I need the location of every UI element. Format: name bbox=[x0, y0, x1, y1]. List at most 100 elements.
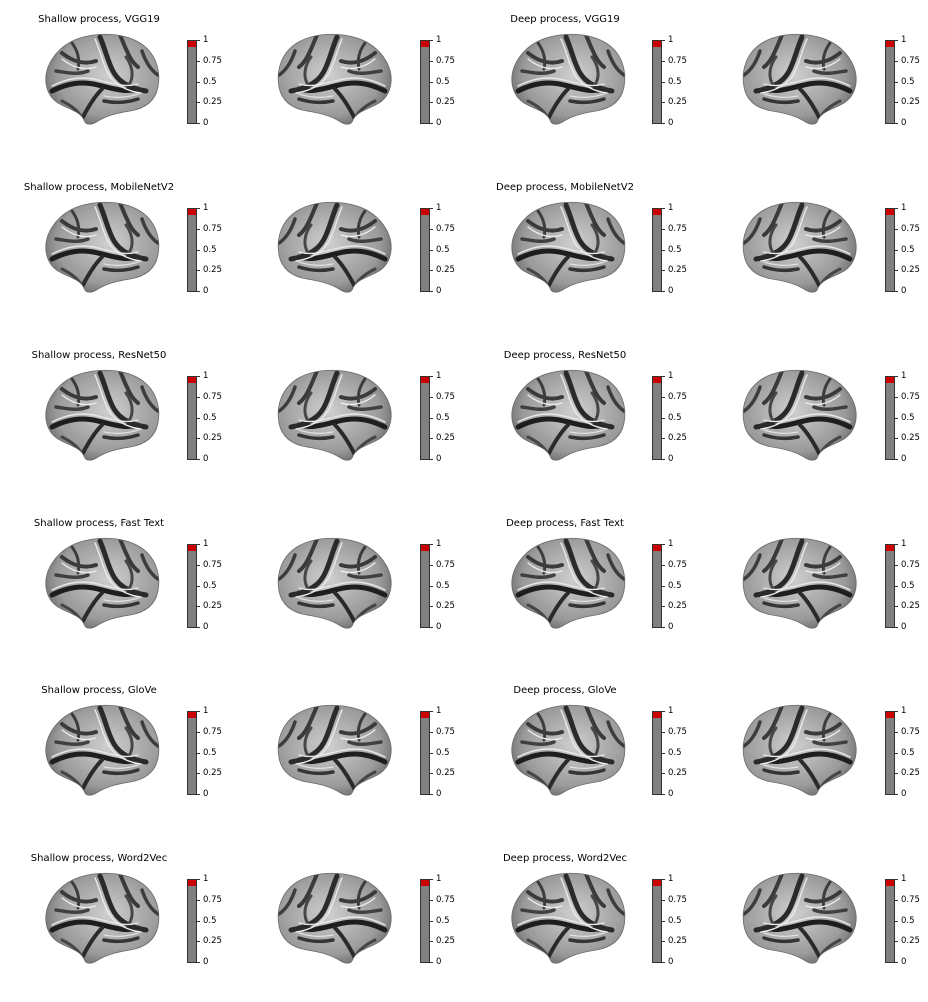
colorbar bbox=[652, 208, 662, 292]
colorbar-tick-label: 0.75 bbox=[668, 55, 687, 66]
colorbar-tick-mark bbox=[197, 60, 200, 62]
colorbar-tick-label: 0 bbox=[436, 622, 442, 632]
colorbar-tick-mark bbox=[197, 627, 200, 628]
colorbar-tick-label: 0.5 bbox=[901, 915, 915, 926]
colorbar-tick-mark bbox=[430, 40, 433, 41]
colorbar-tick-mark bbox=[662, 606, 665, 608]
colorbar-tick-label: 1 bbox=[436, 539, 442, 549]
colorbar-tick-label: 1 bbox=[436, 371, 442, 381]
colorbar-tick-mark bbox=[430, 102, 433, 104]
colorbar-tick-mark bbox=[430, 711, 433, 712]
colorbar-tick-mark bbox=[430, 962, 433, 963]
colorbar-tick-label: 0.75 bbox=[901, 726, 920, 737]
colorbar-tick-label: 1 bbox=[901, 371, 907, 381]
colorbar-tick-label: 0 bbox=[436, 789, 442, 799]
right-hemisphere-surface bbox=[277, 201, 392, 293]
colorbar-threshold-segment bbox=[653, 209, 661, 215]
colorbar-tick-label: 0.75 bbox=[436, 391, 455, 402]
colorbar-tick-mark bbox=[430, 585, 433, 587]
colorbar-tick-mark bbox=[430, 396, 433, 398]
colorbar-tick-mark bbox=[430, 773, 433, 775]
colorbar-tick-mark bbox=[430, 417, 433, 419]
colorbar-tick-mark bbox=[197, 606, 200, 608]
colorbar-tick-label: 0.75 bbox=[668, 726, 687, 737]
colorbar-tick-label: 1 bbox=[203, 35, 209, 45]
colorbar-tick-label: 0 bbox=[436, 454, 442, 464]
colorbar-tick-label: 0.75 bbox=[901, 223, 920, 234]
colorbar-tick-label: 0 bbox=[203, 789, 209, 799]
colorbar-threshold-segment bbox=[188, 545, 196, 551]
colorbar-tick-label: 0.5 bbox=[668, 747, 682, 758]
colorbar-tick-label: 0.5 bbox=[203, 244, 217, 255]
colorbar-tick-mark bbox=[895, 459, 898, 460]
left-hemisphere-surface bbox=[45, 33, 160, 125]
colorbar bbox=[885, 544, 895, 628]
deep-panel-title: Deep process, ResNet50 bbox=[503, 350, 627, 361]
colorbar-tick-mark bbox=[430, 920, 433, 922]
colorbar-tick-mark bbox=[430, 941, 433, 943]
colorbar-tick-mark bbox=[662, 438, 665, 440]
deep-panel-title: Deep process, GloVe bbox=[513, 685, 617, 696]
colorbar-tick-label: 0 bbox=[901, 957, 907, 967]
colorbar-tick-mark bbox=[662, 773, 665, 775]
colorbar-threshold-segment bbox=[421, 41, 429, 47]
colorbar-tick-label: 0.5 bbox=[436, 747, 450, 758]
colorbar-tick-label: 1 bbox=[436, 874, 442, 884]
colorbar-tick-mark bbox=[662, 376, 665, 377]
colorbar-tick-mark bbox=[430, 899, 433, 901]
colorbar-tick-mark bbox=[197, 270, 200, 272]
right-hemisphere-surface bbox=[742, 369, 857, 461]
colorbar-tick-mark bbox=[662, 879, 665, 880]
colorbar bbox=[885, 879, 895, 963]
colorbar bbox=[187, 711, 197, 795]
colorbar-tick-label: 1 bbox=[668, 35, 674, 45]
colorbar-tick-label: 1 bbox=[901, 706, 907, 716]
colorbar-threshold-segment bbox=[421, 209, 429, 215]
colorbar-tick-label: 0.75 bbox=[436, 894, 455, 905]
colorbar-tick-label: 0.5 bbox=[901, 412, 915, 423]
colorbar-tick-label: 0.25 bbox=[668, 433, 687, 444]
colorbar bbox=[420, 879, 430, 963]
colorbar-tick-mark bbox=[662, 941, 665, 943]
colorbar-tick-mark bbox=[662, 564, 665, 566]
colorbar-tick-label: 0.5 bbox=[436, 915, 450, 926]
colorbar-tick-label: 1 bbox=[203, 706, 209, 716]
colorbar-tick-label: 0.75 bbox=[436, 55, 455, 66]
colorbar-threshold-segment bbox=[188, 209, 196, 215]
colorbar bbox=[885, 376, 895, 460]
colorbar bbox=[420, 376, 430, 460]
colorbar-tick-mark bbox=[895, 123, 898, 124]
colorbar-tick-label: 1 bbox=[901, 203, 907, 213]
colorbar-tick-label: 0.75 bbox=[901, 391, 920, 402]
colorbar-tick-mark bbox=[895, 396, 898, 398]
colorbar-tick-mark bbox=[430, 627, 433, 628]
colorbar-tick-mark bbox=[662, 920, 665, 922]
colorbar-tick-mark bbox=[662, 228, 665, 230]
left-hemisphere-surface bbox=[45, 872, 160, 964]
colorbar-tick-label: 0.25 bbox=[668, 97, 687, 108]
colorbar-tick-label: 0.25 bbox=[668, 601, 687, 612]
colorbar-tick-label: 0.75 bbox=[436, 559, 455, 570]
colorbar-tick-label: 1 bbox=[203, 203, 209, 213]
colorbar-tick-label: 0.75 bbox=[668, 223, 687, 234]
colorbar-threshold-segment bbox=[188, 377, 196, 383]
colorbar-tick-label: 0.75 bbox=[901, 559, 920, 570]
colorbar-tick-label: 0.25 bbox=[203, 97, 222, 108]
colorbar-tick-label: 0 bbox=[203, 622, 209, 632]
colorbar-tick-label: 0.5 bbox=[668, 580, 682, 591]
colorbar-tick-mark bbox=[197, 102, 200, 104]
colorbar-tick-mark bbox=[895, 899, 898, 901]
colorbar-tick-label: 0.5 bbox=[668, 76, 682, 87]
colorbar-tick-label: 0.5 bbox=[203, 412, 217, 423]
colorbar-tick-mark bbox=[895, 81, 898, 83]
colorbar-tick-label: 0.75 bbox=[203, 55, 222, 66]
colorbar-tick-mark bbox=[430, 564, 433, 566]
colorbar-tick-label: 0 bbox=[901, 118, 907, 128]
colorbar-tick-mark bbox=[662, 417, 665, 419]
colorbar-tick-label: 0 bbox=[901, 622, 907, 632]
colorbar-tick-label: 0.75 bbox=[203, 559, 222, 570]
colorbar-tick-label: 0.25 bbox=[203, 265, 222, 276]
colorbar-tick-mark bbox=[895, 60, 898, 62]
colorbar-tick-label: 0 bbox=[668, 957, 674, 967]
colorbar-tick-mark bbox=[895, 544, 898, 545]
